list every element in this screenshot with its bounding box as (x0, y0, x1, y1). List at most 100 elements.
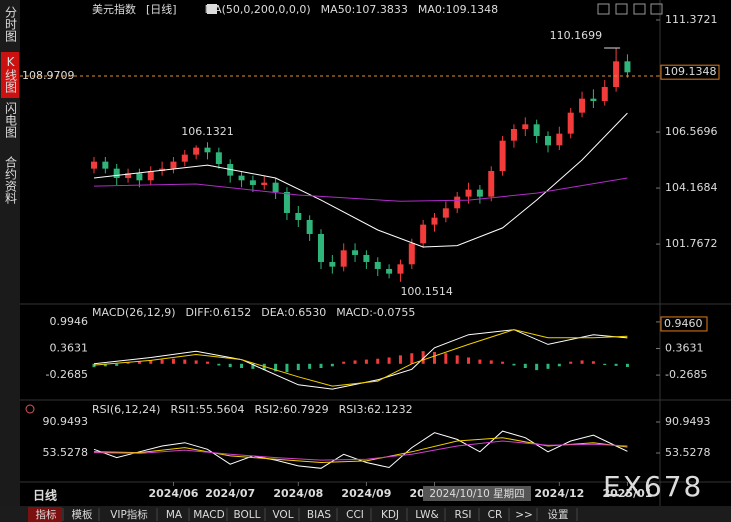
macd-bar (240, 363, 244, 368)
macd-bar (330, 363, 334, 367)
icon[interactable] (650, 3, 663, 15)
candle-body (340, 250, 347, 267)
ma-line (93, 112, 628, 248)
macd-bar (569, 361, 573, 364)
bottom-tab[interactable]: KDJ (381, 509, 399, 521)
candle-body (408, 243, 415, 265)
bottom-tab[interactable]: 模板 (72, 508, 93, 521)
candle-body (91, 161, 97, 169)
bottom-tab[interactable]: BOLL (234, 509, 261, 521)
left-tab-strip (0, 0, 20, 506)
macd-bar (217, 363, 221, 366)
content: 111.3721 108.9709 106.5696 104.1684 101.7672… (4, 2, 720, 522)
macd-bar (115, 363, 119, 366)
crosshair-date-bg (423, 486, 531, 501)
legend-entry: [日线] (146, 2, 177, 16)
legend-entry: RSI(6,12,24) (92, 403, 160, 416)
x-tick-label: 2024/09 (341, 487, 391, 500)
legend-entry: MA0:109.1348 (418, 3, 498, 16)
candle-body (579, 98, 586, 113)
candle-body (204, 147, 211, 153)
macd-bar (376, 358, 380, 364)
bottom-tab[interactable]: MA (166, 509, 183, 521)
legend-entry: DEA:0.6530 (261, 306, 326, 319)
candle-body (567, 112, 574, 134)
bottom-tab[interactable]: >> (515, 509, 533, 521)
legend-entry: MA(50,0,200,0,0,0) (205, 3, 311, 16)
y-tick-label-left: 0.3631 (50, 342, 89, 355)
price-annotation: 100.1514 (400, 285, 453, 298)
candle-body (488, 170, 495, 197)
bottom-tab[interactable]: RSI (454, 509, 471, 521)
macd-bar (478, 359, 482, 364)
candle-body (215, 152, 222, 164)
bottom-tab[interactable]: BIAS (307, 509, 331, 521)
macd-bar (455, 355, 459, 364)
macd-bar (625, 363, 629, 367)
side-tab[interactable]: 分时图 (4, 6, 18, 42)
macd-bar (342, 361, 346, 364)
candle-body (601, 86, 608, 101)
macd-bar (149, 360, 153, 364)
rsi-line (93, 437, 628, 464)
candle-body (261, 182, 268, 185)
bottom-tab[interactable]: VIP指标 (110, 508, 148, 521)
bottom-bar (0, 506, 731, 522)
side-tab[interactable]: K线图 (4, 55, 18, 93)
bottom-tab[interactable]: VOL (272, 509, 293, 521)
y-tick-label: 111.3721 (665, 13, 718, 26)
candle-body (374, 261, 381, 269)
bottom-tab[interactable]: MACD (193, 509, 224, 521)
macd-bar (433, 352, 436, 364)
marker-label: 0.9460 (664, 317, 703, 330)
macd-bar (126, 362, 130, 364)
icon[interactable] (597, 3, 610, 15)
bottom-tab[interactable]: 设置 (548, 509, 569, 521)
icon[interactable] (615, 3, 628, 15)
window-icons[interactable] (597, 3, 663, 15)
y-tick-label-left: 0.9946 (50, 315, 89, 328)
macd-bar (512, 363, 516, 366)
ma-icon[interactable] (207, 4, 217, 14)
y-tick-label-left: -0.2685 (46, 368, 88, 381)
macd-bar (92, 363, 96, 368)
candle-body (295, 212, 302, 220)
side-tab[interactable]: 合约资料 (4, 155, 18, 204)
y-tick-label-left: 90.9493 (43, 415, 89, 428)
legend-entry: MACD:-0.0755 (336, 306, 415, 319)
candle-body (283, 191, 290, 213)
macd-bar (308, 363, 312, 369)
candle-body (329, 261, 336, 267)
candle-body (306, 219, 313, 234)
period-label: 日线 (33, 488, 57, 503)
y-tick-label: 53.5278 (665, 446, 711, 459)
y-tick-label: 90.9493 (665, 415, 711, 428)
candle-body (613, 61, 620, 87)
macd-bar (160, 359, 164, 364)
candle-body (476, 189, 483, 197)
x-tick-label: 2024/12 (534, 487, 584, 500)
active-tab-bg (1, 52, 19, 98)
bottom-tab[interactable]: CCI (346, 509, 364, 521)
candle-body (499, 140, 506, 171)
candle-body (102, 161, 109, 169)
candle-body (363, 254, 370, 262)
side-tab[interactable]: 闪电图 (4, 102, 18, 138)
macd-bar (353, 360, 357, 364)
candle-body (522, 124, 529, 129)
macd-bar (523, 363, 527, 368)
candle-body (181, 154, 188, 162)
icon[interactable] (633, 3, 646, 15)
candle-body (431, 217, 438, 225)
bottom-tab[interactable]: CR (488, 509, 503, 521)
y-tick-label: -0.2685 (665, 368, 707, 381)
macd-bar (285, 363, 289, 373)
macd-bar (296, 363, 300, 371)
x-tick-label: 2024/07 (205, 487, 255, 500)
legend-entry: RSI3:62.1232 (339, 403, 413, 416)
bottom-tab[interactable]: 指标 (36, 508, 57, 521)
bottom-tab[interactable]: LW& (415, 509, 438, 521)
y-tick-label-left: 53.5278 (43, 446, 89, 459)
candle-body (318, 233, 324, 262)
settings-icon[interactable] (25, 404, 35, 414)
